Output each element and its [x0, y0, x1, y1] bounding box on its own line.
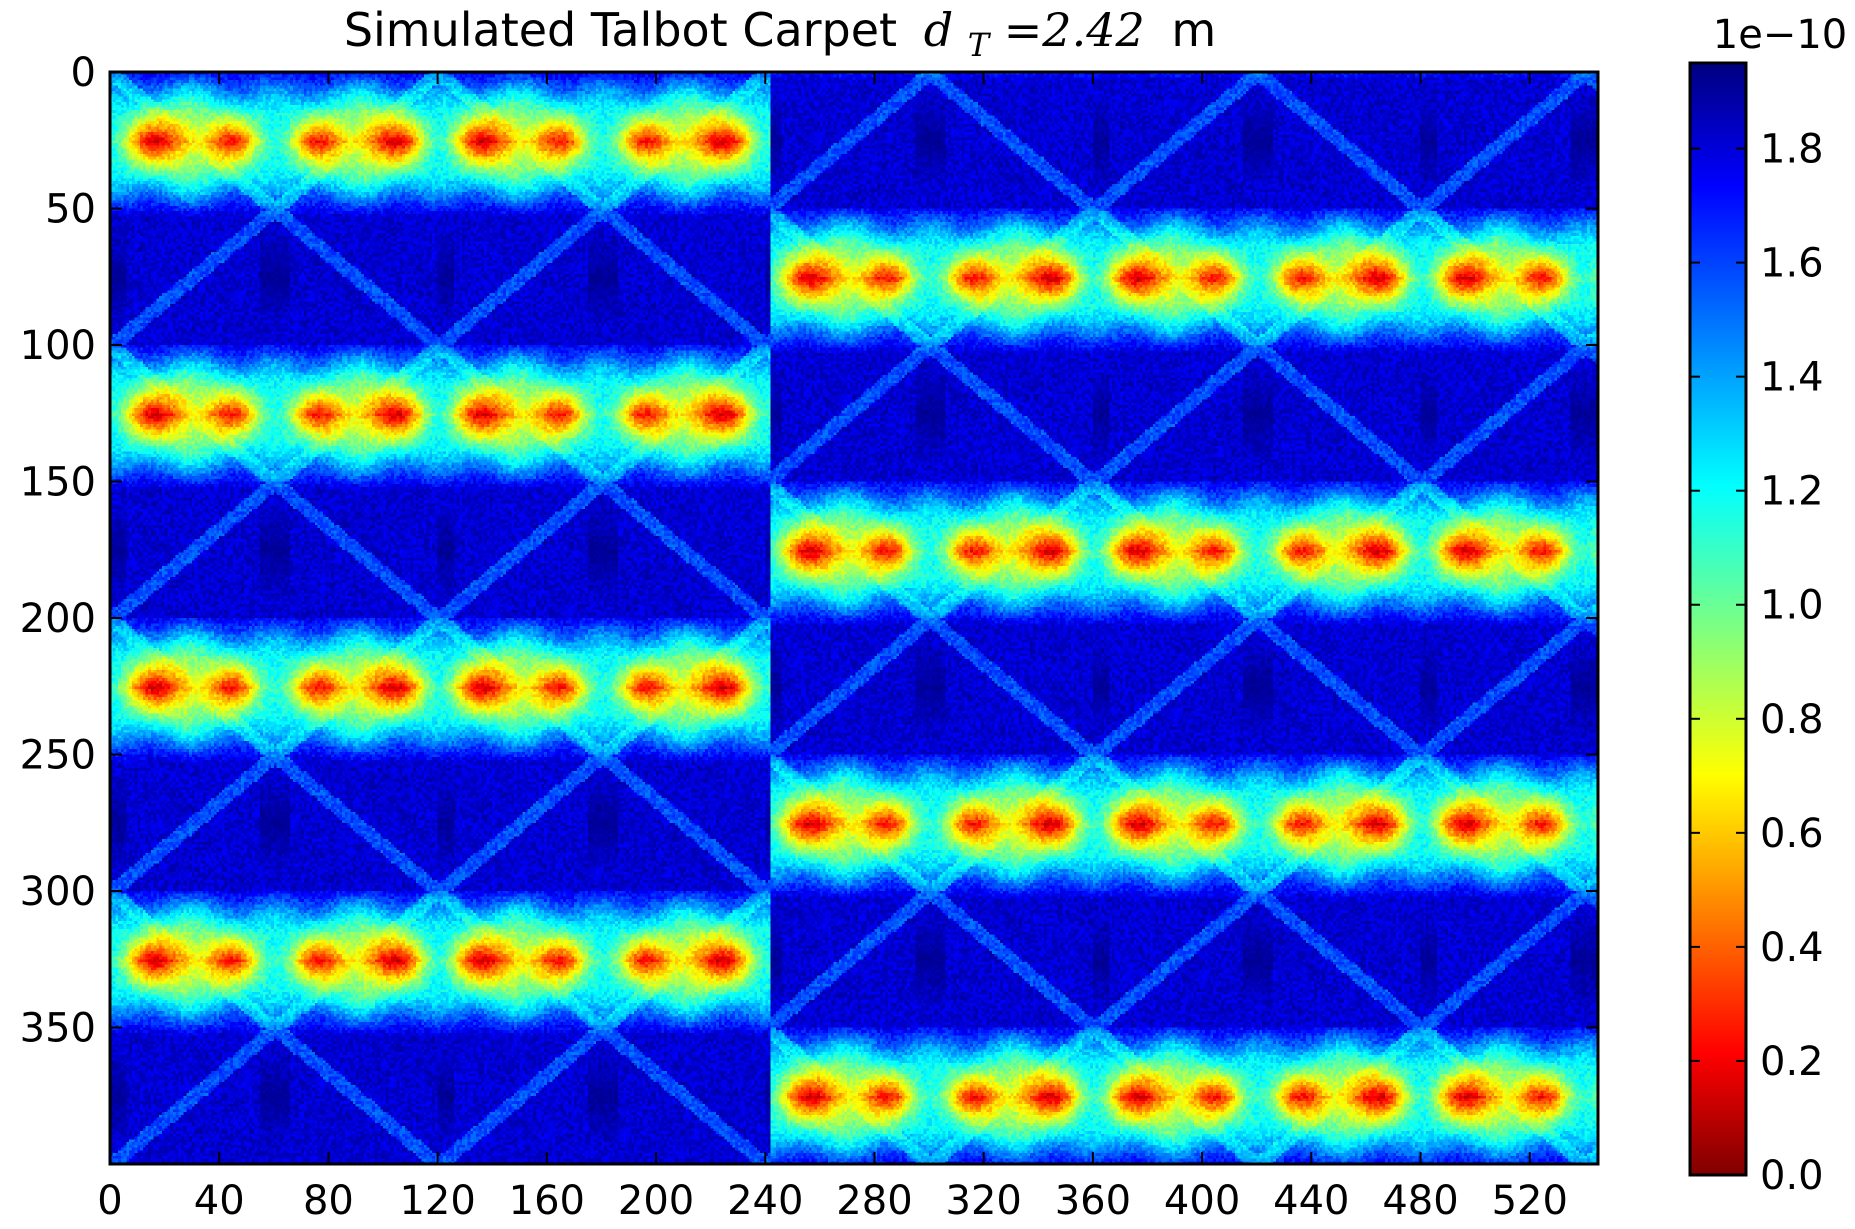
x-tick-label: 520 — [1492, 1178, 1568, 1224]
x-tick-label: 80 — [303, 1178, 354, 1224]
x-tick-label: 400 — [1164, 1178, 1240, 1224]
y-tick-label: 350 — [20, 1006, 96, 1052]
y-tick-label: 100 — [20, 323, 96, 369]
colorbar-tick-label: 0.8 — [1760, 697, 1824, 743]
x-tick-label: 0 — [97, 1178, 122, 1224]
y-tick-label: 150 — [20, 460, 96, 506]
colorbar-tick-label: 1.6 — [1760, 241, 1824, 287]
x-tick-label: 40 — [194, 1178, 245, 1224]
colorbar — [1690, 63, 1746, 1175]
colorbar-tick-label: 0.0 — [1760, 1153, 1824, 1199]
colorbar-tick-label: 1.0 — [1760, 583, 1824, 629]
x-tick-label: 200 — [618, 1178, 694, 1224]
y-tick-label: 0 — [71, 50, 96, 96]
y-tick-label: 200 — [20, 596, 96, 642]
colorbar-tick-label: 1.8 — [1760, 127, 1824, 173]
x-tick-label: 320 — [946, 1178, 1022, 1224]
chart-title-unit: m — [1171, 3, 1216, 57]
colorbar-tick-label: 1.2 — [1760, 469, 1824, 515]
heatmap-plot-area — [110, 72, 1598, 1164]
heatmap-image — [110, 72, 1598, 1164]
x-tick-label: 240 — [727, 1178, 803, 1224]
x-tick-label: 120 — [399, 1178, 475, 1224]
x-tick-label: 440 — [1273, 1178, 1349, 1224]
y-tick-label: 50 — [45, 187, 96, 233]
chart-title-var: d — [924, 3, 953, 57]
chart-title: Simulated Talbot Carpet d T =2.42 m — [344, 3, 1216, 67]
colorbar-offset-label: 1e−10 — [1713, 12, 1847, 58]
y-tick-label: 300 — [20, 869, 96, 915]
colorbar-tick-label: 1.4 — [1760, 355, 1824, 401]
y-tick-label: 250 — [20, 733, 96, 779]
chart-title-sub: T — [968, 26, 992, 64]
chart-title-eq: =2.42 — [1004, 3, 1145, 57]
colorbar-tick-label: 0.4 — [1760, 925, 1824, 971]
x-tick-label: 280 — [836, 1178, 912, 1224]
x-tick-label: 360 — [1055, 1178, 1131, 1224]
x-tick-label: 160 — [509, 1178, 585, 1224]
colorbar-tick-label: 0.2 — [1760, 1039, 1824, 1085]
chart-title-prefix: Simulated Talbot Carpet — [344, 3, 897, 57]
x-tick-label: 480 — [1382, 1178, 1458, 1224]
colorbar-tick-label: 0.6 — [1760, 811, 1824, 857]
